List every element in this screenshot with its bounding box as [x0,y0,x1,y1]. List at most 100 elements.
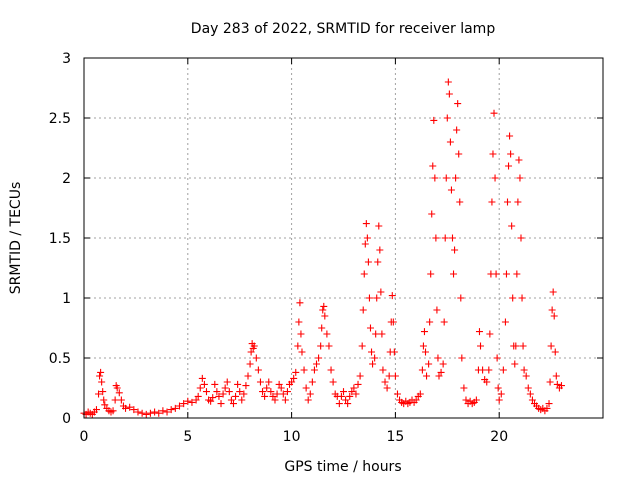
data-point [236,388,244,396]
y-tick-label: 1 [62,291,71,307]
x-tick-label: 20 [490,429,508,445]
data-point [429,162,437,170]
y-tick-label: 1.5 [49,231,71,247]
data-point [451,246,459,254]
data-point [373,294,381,302]
data-point [427,270,435,278]
data-point [117,396,125,404]
y-tick-label: 3 [62,51,71,67]
data-point [462,396,470,404]
data-point [499,366,507,374]
grid-layer [84,58,603,418]
data-point [250,342,258,350]
data-point [155,409,163,417]
data-point [196,384,204,392]
data-point [99,388,107,396]
x-tick-label: 15 [386,429,404,445]
data-point [458,354,466,362]
data-point [440,318,448,326]
data-point [209,394,217,402]
data-point [315,354,323,362]
data-point [232,392,240,400]
data-point [223,378,231,386]
data-point [448,234,456,242]
data-point [362,220,370,228]
data-point [479,366,487,374]
data-point [543,404,551,412]
data-point [504,198,512,206]
data-point [363,234,371,242]
x-axis-label: GPS time / hours [284,459,401,475]
data-point [304,396,312,404]
data-point [391,372,399,380]
data-point [335,400,343,408]
data-point [546,378,554,386]
data-point [375,222,383,230]
data-point [419,342,427,350]
data-point [281,396,289,404]
data-point [350,384,358,392]
data-point [515,156,523,164]
data-point [514,198,522,206]
data-point [372,330,380,338]
data-point [310,366,318,374]
data-point [365,294,373,302]
data-point [551,348,559,356]
data-point [412,396,420,404]
data-point [385,372,393,380]
data-point [518,294,526,302]
data-point [115,389,123,397]
data-point [352,390,360,398]
data-point [486,330,494,338]
data-point [198,374,206,382]
data-point [180,400,188,408]
data-point [389,318,397,326]
data-layer [80,78,565,418]
y-tick-label: 0 [62,411,71,427]
data-point [256,378,264,386]
data-point [325,342,333,350]
data-point [454,100,462,108]
y-tick-label: 2 [62,171,71,187]
data-point [246,360,254,368]
data-point [502,270,510,278]
y-tick-label: 2.5 [49,111,71,127]
data-point [269,392,277,400]
data-point [259,388,267,396]
data-point [227,396,235,404]
data-point [111,396,119,404]
data-point [444,78,452,86]
data-point [495,396,503,404]
data-point [368,348,376,356]
data-point [450,270,458,278]
x-tick-label: 5 [183,429,192,445]
data-point [313,360,321,368]
data-point [477,342,485,350]
x-tick-label: 0 [80,429,89,445]
data-point [524,384,532,392]
data-point [263,384,271,392]
data-point [361,240,369,248]
data-point [490,109,498,117]
data-point [494,384,502,392]
data-point [271,396,279,404]
data-point [356,372,364,380]
data-point [95,390,103,398]
data-point [360,270,368,278]
data-point [422,348,430,356]
data-point [512,342,520,350]
data-point [215,392,223,400]
data-point [97,368,105,376]
data-point [323,330,331,338]
data-point [96,372,104,380]
data-point [526,390,534,398]
data-point [491,174,499,182]
data-point [511,360,519,368]
data-point [549,288,557,296]
data-point [557,382,565,390]
data-point [453,126,461,134]
data-point [122,404,130,412]
data-point [369,360,377,368]
data-point [200,380,208,388]
